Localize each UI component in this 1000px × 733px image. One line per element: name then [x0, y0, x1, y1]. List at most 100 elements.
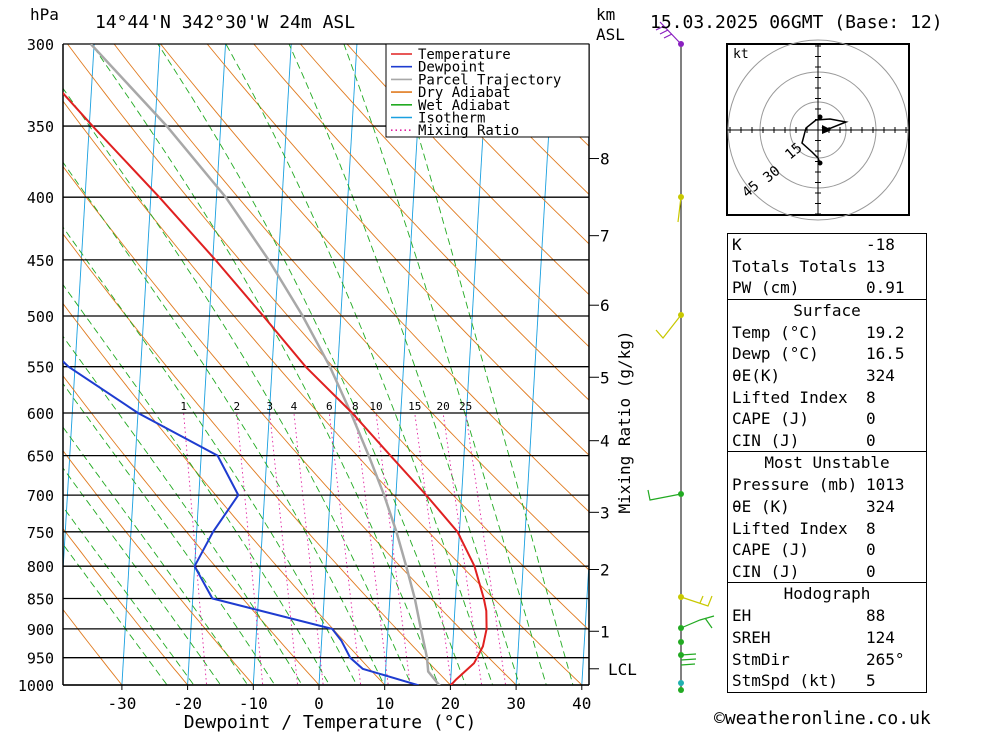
row-value: 124 — [866, 627, 895, 647]
row-label: θE(K) — [732, 365, 781, 385]
mixing-ratio-line — [269, 412, 298, 685]
row-label: StmDir — [732, 649, 790, 669]
hodograph: kt 15 30 45 — [726, 39, 910, 221]
most-unstable-table: Most Unstable Pressure (mb) 1013 θE (K) 32… — [727, 452, 927, 584]
height-tick-label: LCL — [608, 660, 637, 679]
row-value: 19.2 — [866, 322, 905, 342]
legend-entry: Dewpoint — [418, 60, 485, 76]
table-row: Temp (°C) 19.2 — [728, 322, 926, 344]
most-unstable-title: Most Unstable — [764, 453, 890, 473]
height-tick-label: 2 — [600, 561, 610, 580]
x-axis-label: Dewpoint / Temperature (°C) — [184, 712, 477, 733]
mixing-ratio-label: 15 — [408, 400, 421, 413]
legend-entry: Parcel Trajectory — [418, 72, 561, 88]
hodograph-table-title: Hodograph — [783, 584, 871, 604]
isotherm-line — [646, 0, 691, 711]
x-tick-label: 40 — [572, 694, 591, 713]
wet-adiabat-line — [63, 87, 412, 685]
pressure-tick-label: 300 — [27, 36, 54, 54]
x-tick-label: -20 — [173, 694, 202, 713]
row-value: 265° — [866, 649, 905, 669]
wind-level-dot — [678, 687, 684, 693]
x-tick-label: 10 — [375, 694, 394, 713]
totals-totals-value: 13 — [866, 256, 886, 276]
x-tick-label: -10 — [239, 694, 268, 713]
row-value: 5 — [866, 671, 876, 691]
dry-adiabat-line — [392, 44, 589, 245]
height-unit: km — [596, 5, 615, 24]
pressure-tick-label: 650 — [27, 448, 54, 466]
isotherm-line — [187, 44, 226, 685]
row-label: CAPE (J) — [732, 540, 810, 560]
k-index-label: K — [732, 235, 742, 254]
wet-adiabat-line — [157, 44, 467, 685]
dry-adiabat-line — [346, 44, 589, 296]
mixing-ratio-line — [465, 412, 507, 685]
pressure-tick-label: 1000 — [18, 677, 54, 695]
pressure-tick-label: 350 — [27, 118, 54, 136]
row-label: EH — [732, 606, 752, 626]
table-row: CIN (J) 0 — [728, 561, 926, 583]
pressure-tick-label: 550 — [27, 359, 54, 377]
row-label: θE (K) — [732, 496, 790, 516]
pw-value: 0.91 — [866, 278, 905, 298]
row-label: CIN (J) — [732, 561, 800, 581]
copyright-link[interactable]: ©weatheronline.co.uk — [714, 708, 931, 729]
wet-adiabat-line — [63, 543, 168, 685]
x-tick-label: 30 — [506, 694, 525, 713]
wind-barb — [677, 196, 682, 223]
wind-level-dot — [678, 680, 684, 686]
mixing-ratio-label: 3 — [266, 400, 273, 413]
hodograph-unit: kt — [733, 47, 749, 62]
hodograph-table: Hodograph EH 88 SREH 124 StmDir 265° StmSpd… — [727, 583, 927, 693]
pressure-tick-label: 500 — [27, 308, 54, 326]
table-row: StmSpd (kt) 5 — [728, 670, 926, 692]
row-label: Lifted Index — [732, 387, 848, 407]
table-row: CIN (J) 0 — [728, 430, 926, 452]
x-tick-label: -30 — [107, 694, 136, 713]
surface-title: Surface — [793, 300, 861, 320]
height-tick-label: 7 — [600, 227, 610, 246]
row-value: 8 — [866, 518, 876, 538]
mixing-ratio-line — [236, 412, 264, 685]
row-label: Lifted Index — [732, 518, 848, 538]
height-unit-asl: ASL — [596, 25, 625, 44]
pressure-tick-label: 400 — [27, 189, 54, 207]
parcel-trajectory-line — [89, 44, 441, 685]
legend-entry: Wet Adiabat — [418, 98, 511, 114]
wind-barb — [655, 314, 682, 339]
wet-adiabat-line — [63, 467, 222, 685]
dry-adiabat-line — [253, 44, 589, 401]
row-label: SREH — [732, 627, 771, 647]
x-tick-label: 0 — [314, 694, 324, 713]
row-value: 0 — [866, 430, 876, 450]
row-label: CAPE (J) — [732, 409, 810, 429]
table-row: SREH 124 — [728, 627, 926, 649]
wind-barb — [680, 653, 697, 666]
mixing-ratio-label: 2 — [234, 400, 241, 413]
mixing-ratio-line — [354, 412, 389, 685]
wet-adiabat-line — [63, 426, 249, 685]
legend-entry: Isotherm — [418, 111, 485, 127]
wind-barb — [655, 21, 682, 45]
row-value: 8 — [866, 387, 876, 407]
table-row: θE(K) 324 — [728, 365, 926, 387]
mixing-ratio-label: 6 — [326, 400, 333, 413]
pressure-tick-label: 600 — [27, 405, 54, 423]
mixing-ratio-label: 10 — [369, 400, 382, 413]
pw-row: PW (cm) 0.91 — [728, 277, 926, 299]
mixing-ratio-line — [328, 412, 362, 685]
mixing-ratio-line — [293, 412, 324, 685]
table-row: θE (K) 324 — [728, 496, 926, 518]
isotherm-line — [318, 44, 358, 685]
temperature-line — [63, 91, 488, 685]
dry-adiabat-line — [63, 608, 123, 685]
pressure-tick-label: 950 — [27, 650, 54, 668]
table-row: Lifted Index 8 — [728, 518, 926, 540]
mixing-ratio-line — [414, 412, 452, 685]
pressure-tick-label: 450 — [27, 252, 54, 270]
height-tick-label: 4 — [600, 432, 610, 451]
pressure-tick-label: 750 — [27, 524, 54, 542]
table-row: Pressure (mb) 1013 — [728, 474, 926, 496]
